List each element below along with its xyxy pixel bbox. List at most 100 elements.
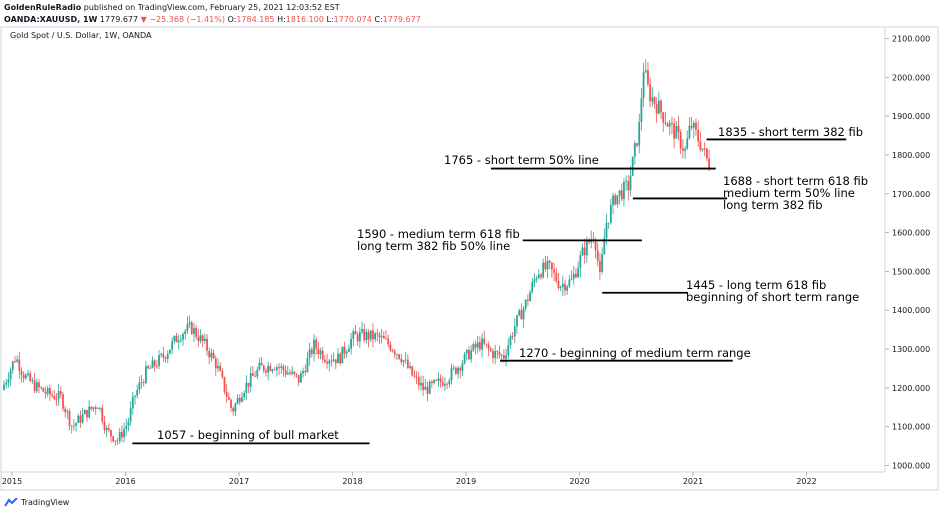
candle-body (585, 240, 588, 256)
footer: TradingView (4, 495, 69, 509)
candle-body (640, 98, 643, 122)
candle-body (378, 334, 381, 338)
candle-body (518, 310, 521, 316)
candle-body (64, 408, 67, 413)
candle-body (686, 138, 689, 149)
candle-body (53, 395, 56, 399)
candle-body (223, 377, 226, 392)
candle-body (557, 281, 560, 289)
candle-body (77, 415, 80, 424)
candle-body (195, 327, 198, 337)
published-text: published on TradingView.com, February 2… (81, 3, 340, 12)
candle-body (227, 396, 230, 400)
y-tick-label: 1100.000 (892, 423, 930, 432)
candle-body (599, 260, 601, 273)
candle-body (393, 351, 396, 355)
candle-body (522, 308, 525, 320)
candle-body (332, 359, 335, 362)
candle-body (657, 100, 660, 114)
candle-body (280, 366, 283, 368)
candle-body (153, 360, 156, 366)
candle-body (509, 336, 512, 346)
candle-body (282, 366, 285, 371)
candle-body (356, 334, 359, 342)
candle-body (110, 430, 112, 437)
candle-body (160, 354, 163, 356)
y-tick-label: 1500.000 (892, 267, 930, 276)
annotation-label: 1835 - short term 382 fib (718, 125, 863, 139)
candle-body (131, 396, 134, 409)
candle-body (642, 72, 645, 99)
candle-body (302, 371, 304, 374)
candle-body (382, 336, 385, 339)
candle-body (625, 181, 628, 183)
low-label: L: (326, 15, 334, 24)
candle-body (271, 369, 274, 371)
candle-body (112, 436, 115, 442)
brand-name[interactable]: TradingView (21, 497, 70, 507)
candle-body (121, 431, 123, 438)
candle-body (317, 348, 320, 355)
candle-body (664, 122, 667, 124)
price-chart[interactable]: 1000.000 1100.000 1200.000 1300.000 1400.000… (0, 26, 940, 492)
candle-body (90, 406, 93, 409)
candle-body (94, 407, 97, 409)
candle-body (470, 350, 473, 360)
candle-body (607, 222, 610, 224)
candle-body (88, 406, 91, 418)
candle-body (620, 190, 623, 200)
y-tick-label: 1300.000 (892, 345, 930, 354)
publish-info: GoldenRuleRadio published on TradingView… (4, 2, 421, 14)
candle-body (603, 238, 606, 255)
candle-body (262, 365, 265, 371)
candle-body (537, 274, 540, 278)
candle-body (300, 373, 302, 383)
candle-body (474, 344, 477, 348)
candle-body (540, 274, 542, 278)
candle-body (308, 349, 311, 359)
candle-body (579, 255, 582, 269)
candle-body (18, 359, 21, 371)
candle-body (520, 310, 523, 320)
candle-body (73, 425, 75, 427)
author-name[interactable]: GoldenRuleRadio (4, 3, 82, 12)
candle-body (684, 148, 686, 151)
candle-body (564, 283, 566, 291)
candle-body (457, 367, 459, 374)
candle-body (177, 340, 180, 343)
candle-body (238, 398, 241, 402)
candle-body (203, 338, 206, 341)
candle-body (450, 368, 453, 381)
candle-body (614, 195, 617, 205)
candle-body (315, 339, 318, 349)
candle-body (498, 352, 501, 356)
candle-body (533, 279, 536, 283)
candle-body (398, 354, 401, 359)
candle-body (230, 399, 232, 409)
candle-body (631, 156, 634, 176)
candle-body (649, 84, 652, 102)
candle-body (81, 414, 84, 423)
candle-body (48, 388, 51, 395)
candle-body (352, 331, 355, 339)
candle-body (653, 97, 656, 104)
candle-body (328, 360, 331, 364)
candle-body (406, 359, 409, 368)
candle-body (502, 355, 505, 359)
y-tick-label: 1700.000 (892, 190, 930, 199)
annotation-label: 1057 - beginning of bull market (157, 428, 339, 442)
candle-body (83, 410, 86, 415)
candle-body (210, 352, 213, 358)
candle-body (265, 370, 267, 373)
x-tick-label: 2018 (342, 477, 362, 486)
candle-body (529, 292, 531, 301)
candle-body (500, 355, 503, 357)
candle-body (535, 277, 538, 280)
candle-body (29, 373, 32, 382)
candle-body (705, 148, 708, 159)
candle-body (531, 282, 534, 293)
candle-body (343, 346, 346, 354)
candle-body (20, 370, 23, 375)
candle-body (334, 359, 337, 364)
y-tick-label: 2100.000 (892, 35, 930, 44)
